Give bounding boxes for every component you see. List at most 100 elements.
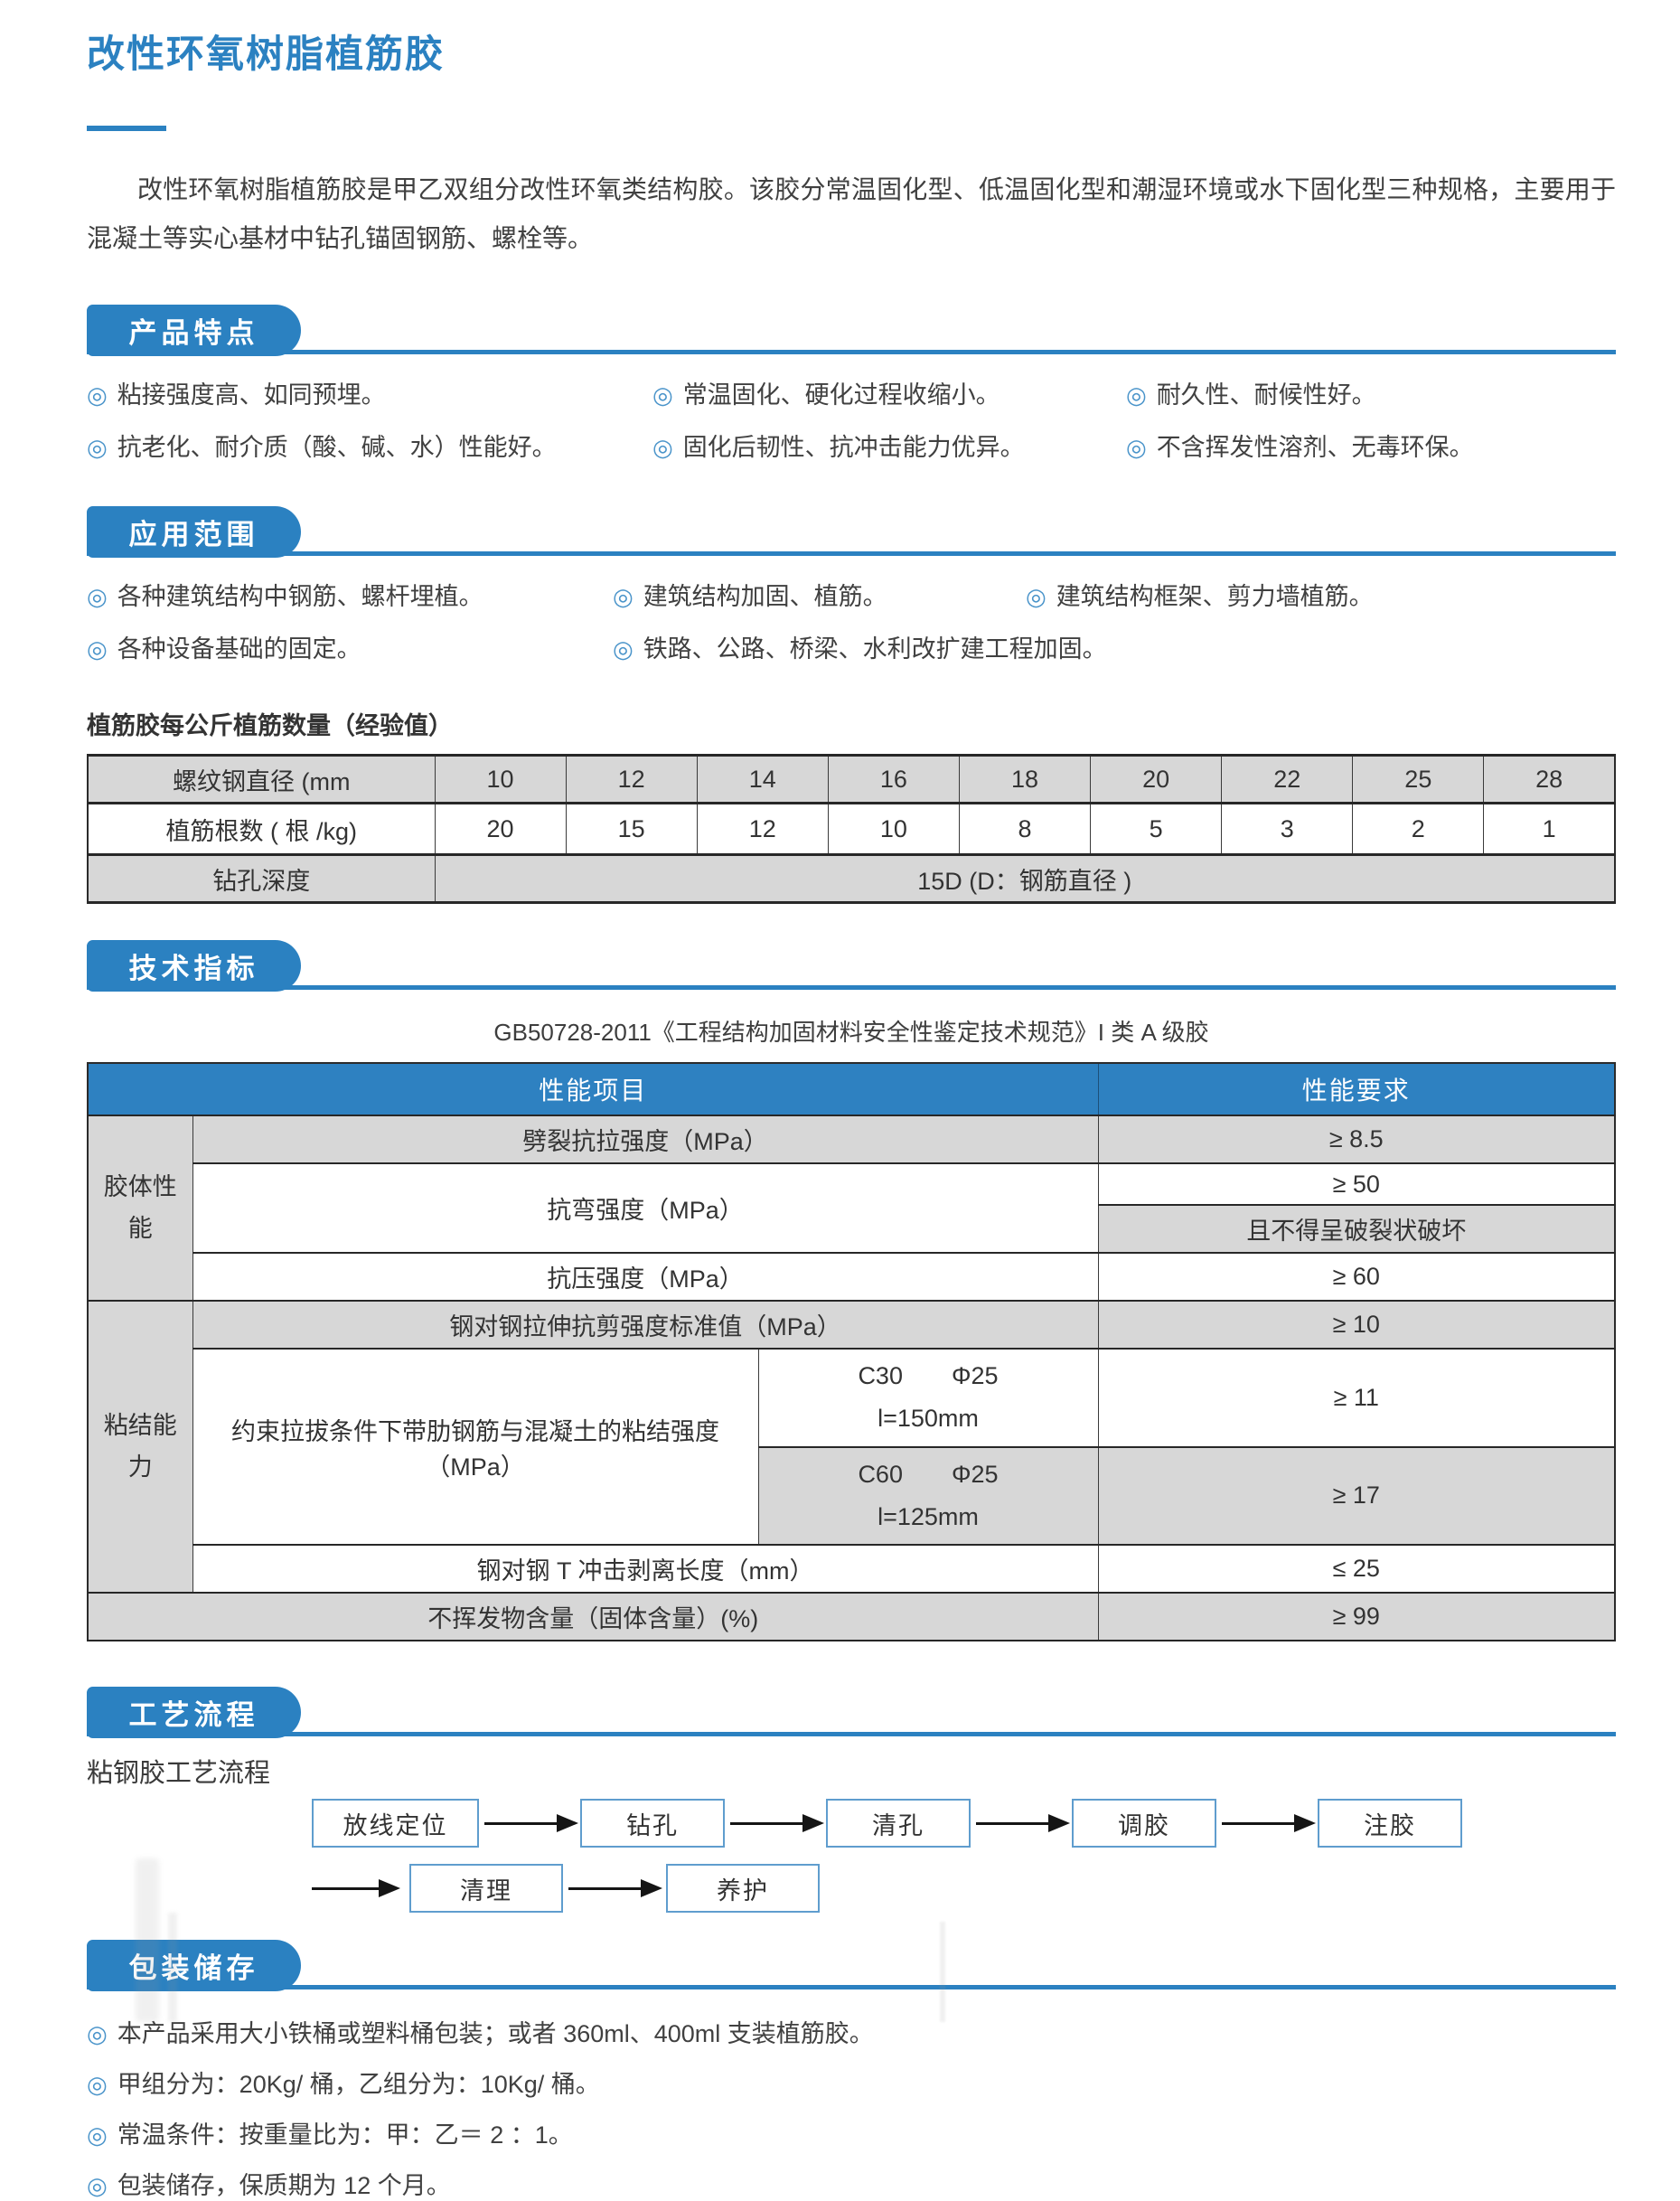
section-title: 技术指标 bbox=[128, 953, 259, 985]
table-row: 且不得呈破裂状破坏 bbox=[88, 1204, 1616, 1255]
rebar-table-caption: 植筋胶每公斤植筋数量（经验值） bbox=[87, 712, 453, 740]
feature-text: 耐久性、耐候性好。 bbox=[1156, 381, 1376, 409]
req-cell: ≥ 60 bbox=[1097, 1252, 1616, 1303]
process-subtitle: 粘钢胶工艺流程 bbox=[87, 1759, 271, 1789]
row-label: 钻孔深度 bbox=[87, 853, 436, 905]
section-badge-tech: 技术指标 bbox=[87, 940, 301, 992]
section-header-packaging: 包装储存 bbox=[87, 1940, 1616, 1992]
table-row: 粘结能力 钢对钢拉伸抗剪强度标准值（MPa） ≥ 10 bbox=[87, 1300, 1616, 1594]
feature-text: 粘接强度高、如同预埋。 bbox=[117, 381, 386, 409]
application-text: 各种设备基础的固定。 bbox=[117, 635, 361, 663]
count-cell: 1 bbox=[1483, 802, 1616, 857]
table-row: 螺纹钢直径 (mm 10 12 14 16 18 20 22 25 28 bbox=[87, 754, 1616, 805]
process-flow-row-2: 清理 养护 bbox=[312, 1864, 1616, 1914]
table-row: 不挥发物含量（固体含量）(%) ≥ 99 bbox=[87, 1592, 1616, 1642]
flow-step-box: 清理 bbox=[409, 1864, 563, 1914]
application-text: 建筑结构加固、植筋。 bbox=[643, 583, 887, 611]
flow-step-box: 养护 bbox=[666, 1864, 820, 1914]
item-cell: 抗压强度（MPa） bbox=[192, 1252, 1099, 1303]
document-page: 改性环氧树脂植筋胶 改性环氧树脂植筋胶是甲乙双组分改性环氧类结构胶。该胶分常温固… bbox=[0, 24, 1680, 2201]
group-label-bond: 粘结能力 bbox=[87, 1300, 193, 1594]
feature-text: 抗老化、耐介质（酸、碱、水）性能好。 bbox=[117, 434, 557, 462]
req-cell: ≤ 25 bbox=[1097, 1544, 1616, 1594]
section-rule bbox=[87, 985, 1616, 991]
packaging-text: 本产品采用大小铁桶或塑料桶包装；或者 360ml、400ml 支装植筋胶。 bbox=[117, 2020, 874, 2048]
double-circle-bullet-icon: ◎ bbox=[1126, 434, 1147, 462]
diameter-cell: 16 bbox=[827, 754, 960, 805]
item-cell: 约束拉拔条件下带肋钢筋与混凝土的粘结强度（MPa） bbox=[192, 1348, 759, 1547]
req-cell: ≥ 17 bbox=[1097, 1445, 1616, 1547]
table-row: 植筋根数 ( 根 /kg) 20 15 12 10 8 5 3 2 1 bbox=[87, 802, 1616, 857]
table-header-row: 性能项目 性能要求 bbox=[87, 1062, 1616, 1116]
title-underline-dash bbox=[87, 126, 166, 131]
feature-item: ◎ 粘接强度高、如同预埋。 bbox=[87, 375, 652, 410]
flow-step-box: 调胶 bbox=[1072, 1799, 1216, 1848]
row-label: 螺纹钢直径 (mm bbox=[87, 754, 436, 805]
section-badge-applications: 应用范围 bbox=[87, 506, 301, 559]
application-item: ◎ 铁路、公路、桥梁、水利改扩建工程加固。 bbox=[613, 629, 1107, 664]
item-cell: 钢对钢拉伸抗剪强度标准值（MPa） bbox=[192, 1300, 1099, 1350]
watermark-ghost bbox=[136, 1858, 159, 2022]
double-circle-bullet-icon: ◎ bbox=[87, 381, 108, 409]
table-row: 钢对钢 T 冲击剥离长度（mm） ≤ 25 bbox=[88, 1544, 1616, 1594]
section-title: 应用范围 bbox=[128, 519, 259, 551]
depth-value-cell: 15D (D：钢筋直径 ) bbox=[434, 853, 1616, 905]
packaging-text: 包装储存，保质期为 12 个月。 bbox=[117, 2172, 451, 2200]
arrow-right-icon bbox=[1222, 1813, 1316, 1832]
section-header-process: 工艺流程 bbox=[87, 1687, 1616, 1739]
header-performance-req: 性能要求 bbox=[1097, 1062, 1616, 1116]
condition-line: l=125mm bbox=[878, 1502, 979, 1530]
process-flow-row-1: 放线定位 钻孔 清孔 调胶 注胶 bbox=[312, 1799, 1616, 1848]
section-header-applications: 应用范围 bbox=[87, 506, 1616, 559]
table-row: 约束拉拔条件下带肋钢筋与混凝土的粘结强度（MPa） C30 Φ25 l=150m… bbox=[88, 1348, 1616, 1547]
section-title: 工艺流程 bbox=[128, 1699, 259, 1732]
arrow-right-icon bbox=[730, 1813, 824, 1832]
table-row: 胶体性能 劈裂抗拉强度（MPa） ≥ 8.5 bbox=[87, 1115, 1616, 1303]
arrow-right-icon bbox=[976, 1813, 1070, 1832]
feature-text: 固化后韧性、抗冲击能力优异。 bbox=[682, 434, 1025, 462]
double-circle-bullet-icon: ◎ bbox=[87, 2172, 108, 2200]
condition-line: C30 Φ25 bbox=[858, 1362, 999, 1390]
feature-item: ◎ 固化后韧性、抗冲击能力优异。 bbox=[652, 428, 1126, 463]
double-circle-bullet-icon: ◎ bbox=[1026, 583, 1046, 611]
req-cell: 且不得呈破裂状破坏 bbox=[1097, 1204, 1616, 1255]
req-cell: ≥ 99 bbox=[1097, 1592, 1616, 1642]
section-rule bbox=[87, 1985, 1616, 1990]
diameter-cell: 20 bbox=[1090, 754, 1223, 805]
feature-item: ◎ 抗老化、耐介质（酸、碱、水）性能好。 bbox=[87, 428, 652, 463]
table-row: C60 Φ25 l=125mm ≥ 17 bbox=[88, 1445, 1616, 1547]
applications-list: ◎ 各种建筑结构中钢筋、螺杆埋植。 ◎ 建筑结构加固、植筋。 ◎ 建筑结构框架、剪力墙… bbox=[87, 577, 1616, 664]
count-cell: 2 bbox=[1352, 802, 1485, 857]
feature-item: ◎ 耐久性、耐候性好。 bbox=[1126, 375, 1616, 410]
intro-paragraph: 改性环氧树脂植筋胶是甲乙双组分改性环氧类结构胶。该胶分常温固化型、低温固化型和潮… bbox=[87, 175, 1616, 253]
table-row: 抗弯强度（MPa） ≥ 50 bbox=[88, 1162, 1616, 1255]
section-title: 包装储存 bbox=[128, 1952, 259, 1985]
req-cell: ≥ 8.5 bbox=[1097, 1115, 1616, 1165]
section-title: 产品特点 bbox=[128, 317, 259, 350]
application-text: 各种建筑结构中钢筋、螺杆埋植。 bbox=[117, 583, 483, 611]
packaging-text: 常温条件：按重量比为：甲：乙＝ 2 ：1。 bbox=[117, 2121, 573, 2149]
double-circle-bullet-icon: ◎ bbox=[613, 583, 634, 611]
req-cell: ≥ 10 bbox=[1097, 1300, 1616, 1350]
flow-step-box: 放线定位 bbox=[312, 1799, 479, 1848]
double-circle-bullet-icon: ◎ bbox=[613, 635, 634, 663]
double-circle-bullet-icon: ◎ bbox=[87, 2121, 108, 2149]
arrow-right-icon bbox=[568, 1878, 662, 1897]
double-circle-bullet-icon: ◎ bbox=[652, 434, 673, 462]
double-circle-bullet-icon: ◎ bbox=[87, 434, 108, 462]
packaging-list: ◎ 本产品采用大小铁桶或塑料桶包装；或者 360ml、400ml 支装植筋胶。 ◎… bbox=[87, 2014, 1616, 2201]
section-badge-features: 产品特点 bbox=[87, 305, 301, 357]
diameter-cell: 28 bbox=[1483, 754, 1616, 805]
table-row: 钻孔深度 15D (D：钢筋直径 ) bbox=[87, 853, 1616, 905]
group-label-gel: 胶体性能 bbox=[87, 1115, 193, 1303]
item-cell: 钢对钢 T 冲击剥离长度（mm） bbox=[192, 1544, 1099, 1594]
flow-step-box: 注胶 bbox=[1318, 1799, 1462, 1848]
count-cell: 8 bbox=[958, 802, 1092, 857]
flow-step-box: 清孔 bbox=[826, 1799, 971, 1848]
feature-text: 常温固化、硬化过程收缩小。 bbox=[682, 381, 1000, 409]
table-row: 抗压强度（MPa） ≥ 60 bbox=[88, 1252, 1616, 1303]
count-cell: 3 bbox=[1221, 802, 1354, 857]
section-badge-process: 工艺流程 bbox=[87, 1687, 301, 1739]
condition-line: l=150mm bbox=[878, 1405, 979, 1433]
feature-item: ◎ 不含挥发性溶剂、无毒环保。 bbox=[1126, 428, 1616, 463]
